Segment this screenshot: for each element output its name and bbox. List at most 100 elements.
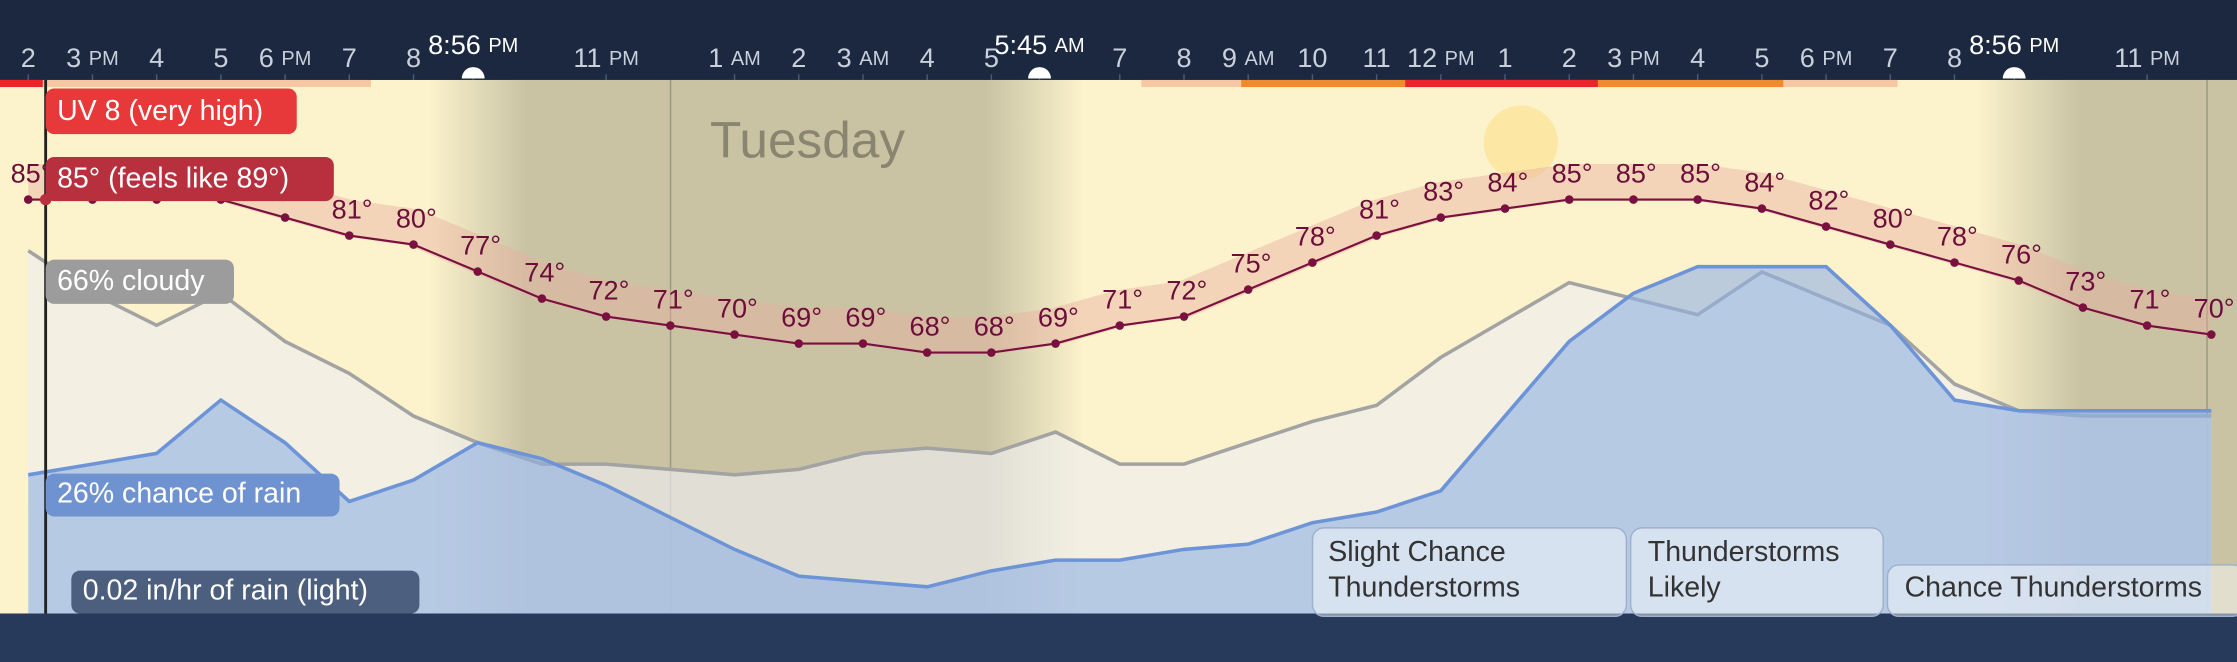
temp-point bbox=[1564, 195, 1574, 204]
temp-label: 71° bbox=[1102, 283, 1143, 314]
x-tick-label: 3 AM bbox=[837, 42, 890, 73]
sun bbox=[1483, 105, 1558, 180]
condition-text: Chance Thunderstorms bbox=[1905, 572, 2202, 604]
x-tick-label: 6 PM bbox=[259, 42, 312, 73]
temp-label: 85° bbox=[1552, 157, 1593, 188]
uv-tooltip bbox=[45, 88, 297, 135]
x-tick-label: 9 AM bbox=[1222, 42, 1275, 73]
temp-label: 71° bbox=[2129, 283, 2170, 314]
x-tick-label: 6 PM bbox=[1800, 42, 1853, 73]
x-tick-label: 4 bbox=[149, 42, 164, 73]
temp-label: 73° bbox=[2065, 265, 2106, 296]
uv-strip bbox=[1405, 79, 1598, 88]
sun-icon bbox=[1028, 67, 1051, 79]
x-tick-label: 4 bbox=[1690, 42, 1705, 73]
x-tick-label: 4 bbox=[920, 42, 935, 73]
rain-tooltip bbox=[45, 473, 340, 517]
temp-label: 83° bbox=[1423, 175, 1464, 206]
temp-point bbox=[1821, 222, 1831, 231]
temp-label: 81° bbox=[332, 193, 373, 224]
temp-point bbox=[2142, 321, 2152, 330]
temp-label: 69° bbox=[781, 301, 822, 332]
temp-label: 68° bbox=[910, 310, 951, 341]
temp-label: 70° bbox=[2194, 292, 2235, 323]
temp-point bbox=[1629, 195, 1638, 204]
precip-tooltip bbox=[71, 570, 420, 614]
x-tick-label: 1 AM bbox=[708, 42, 761, 73]
temp-point bbox=[858, 339, 868, 348]
temp-point bbox=[1436, 213, 1446, 222]
sun-event-label: 8:56 PM bbox=[1969, 29, 2059, 60]
temp-label: 76° bbox=[2001, 238, 2042, 269]
temp-point bbox=[1115, 321, 1125, 330]
temp-point bbox=[601, 312, 611, 321]
x-tick-label: 5 bbox=[213, 42, 228, 73]
temp-label: 78° bbox=[1937, 220, 1978, 251]
day-label: Tuesday bbox=[710, 112, 905, 169]
x-tick-label: 11 PM bbox=[2114, 42, 2180, 73]
temp-point bbox=[1179, 312, 1189, 321]
temp-point bbox=[2207, 330, 2216, 339]
temp-point bbox=[280, 213, 290, 222]
rain-line bbox=[27, 264, 2212, 589]
temp-point bbox=[345, 231, 354, 240]
footer-bar bbox=[0, 613, 2237, 662]
condition-box bbox=[1629, 527, 1884, 618]
x-tick-label: 8 bbox=[1947, 42, 1962, 73]
temp-point bbox=[409, 240, 418, 249]
x-tick-label: 12 PM bbox=[1407, 42, 1475, 73]
x-tick-label: 7 bbox=[1112, 42, 1127, 73]
temp-point bbox=[794, 339, 804, 348]
temp-label: 78° bbox=[1295, 220, 1336, 251]
cloud-tooltip-text: 66% cloudy bbox=[57, 265, 205, 297]
condition-text: Slight Chance bbox=[1328, 536, 1506, 568]
precip-tooltip-text: 0.02 in/hr of rain (light) bbox=[83, 575, 368, 607]
temp-label: 72° bbox=[1166, 274, 1207, 305]
x-tick-label: 8 bbox=[406, 42, 421, 73]
temp-point bbox=[23, 195, 33, 204]
temp-label: 82° bbox=[1808, 184, 1849, 215]
x-tick-label: 7 bbox=[1883, 42, 1898, 73]
temp-point bbox=[2078, 303, 2088, 312]
temp-point bbox=[1243, 285, 1253, 294]
sun-icon bbox=[461, 67, 485, 79]
rain-tooltip-text: 26% chance of rain bbox=[57, 478, 301, 510]
sun-event-label: 5:45 AM bbox=[994, 29, 1084, 60]
condition-box bbox=[1886, 564, 2237, 618]
cloud-tooltip bbox=[45, 259, 234, 304]
uv-strip bbox=[0, 79, 371, 88]
condition-text: Thunderstorms bbox=[1648, 536, 1840, 568]
temp-label: 72° bbox=[588, 274, 629, 305]
temp-label: 75° bbox=[1231, 247, 1272, 278]
x-tick-label: 11 PM bbox=[573, 42, 639, 73]
sun-event-label: 8:56 PM bbox=[428, 29, 518, 60]
temp-label: 84° bbox=[1744, 166, 1785, 197]
header-bar bbox=[0, 0, 2237, 80]
uv-tooltip-text: UV 8 (very high) bbox=[57, 95, 263, 127]
temp-point bbox=[1372, 231, 1381, 240]
condition-text: Thunderstorms bbox=[1328, 572, 1520, 604]
condition-box bbox=[1311, 527, 1628, 618]
temp-point bbox=[666, 321, 675, 330]
x-tick-label: 5 bbox=[984, 42, 999, 73]
temp-label: 81° bbox=[1359, 193, 1400, 224]
temp-point bbox=[1757, 204, 1767, 213]
temp-point bbox=[730, 330, 739, 339]
x-tick-label: 5 bbox=[1754, 42, 1769, 73]
sun-icon bbox=[2002, 67, 2026, 79]
temp-point bbox=[1950, 258, 1959, 267]
x-tick-label: 2 bbox=[1562, 42, 1577, 73]
temp-label: 69° bbox=[1038, 301, 1079, 332]
x-tick-label: 2 bbox=[21, 42, 36, 73]
temp-band bbox=[28, 163, 2214, 354]
temp-label: 80° bbox=[1873, 202, 1914, 233]
x-tick-label: 3 PM bbox=[1607, 42, 1660, 73]
temp-point bbox=[1308, 258, 1317, 267]
temp-label: 84° bbox=[1487, 166, 1528, 197]
temp-point bbox=[1885, 240, 1895, 249]
temp-point bbox=[2014, 276, 2023, 285]
temp-point bbox=[1051, 339, 1060, 348]
x-tick-label: 3 PM bbox=[66, 42, 119, 73]
